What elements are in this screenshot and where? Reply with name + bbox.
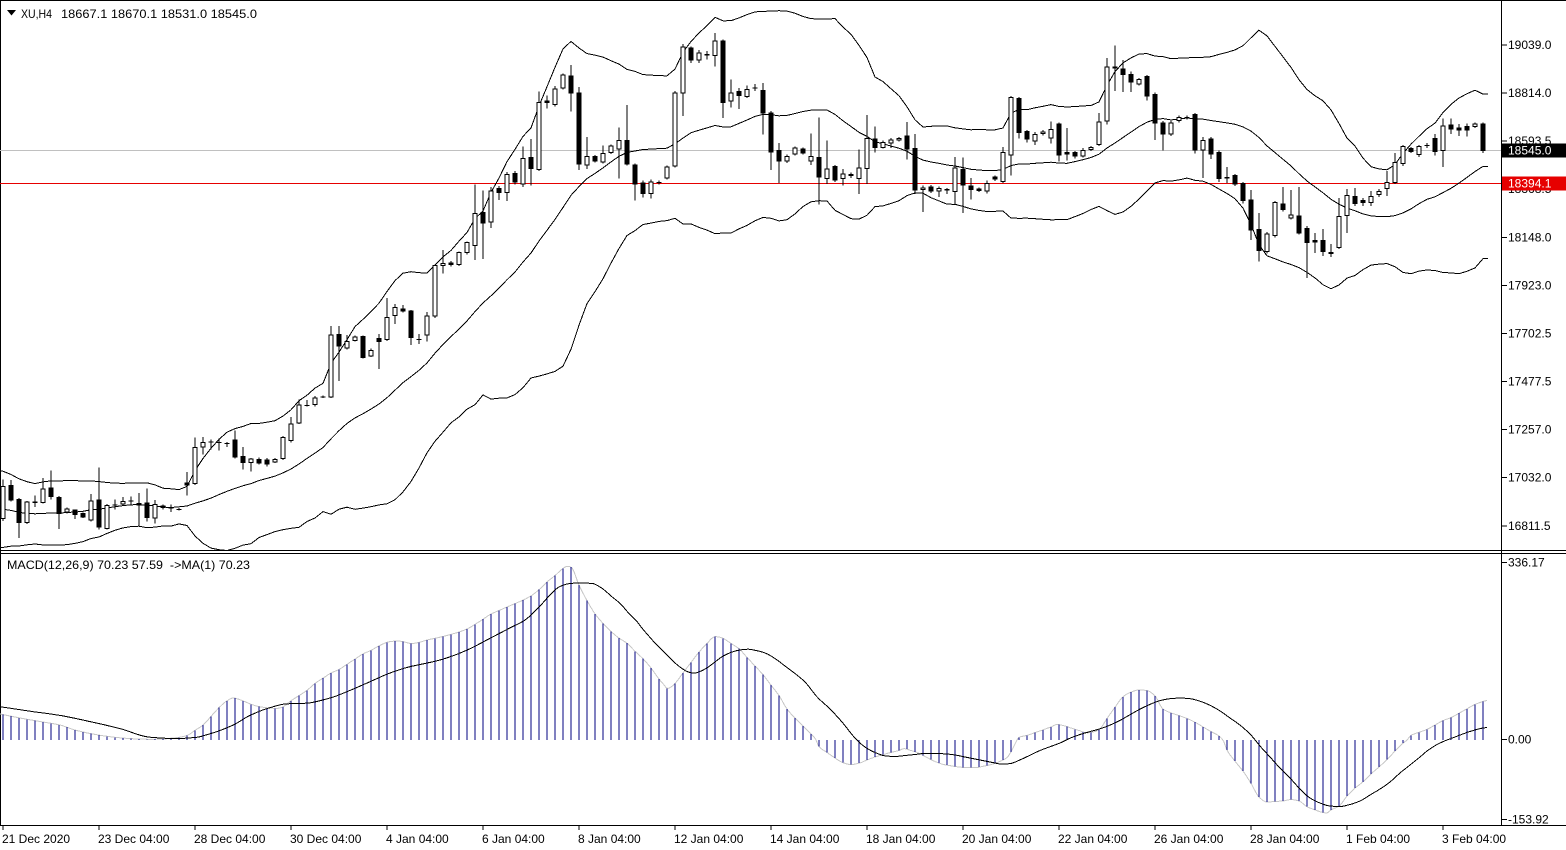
svg-text:14 Jan 04:00: 14 Jan 04:00 [770, 832, 840, 846]
svg-text:8 Jan 04:00: 8 Jan 04:00 [578, 832, 641, 846]
svg-text:3 Feb 04:00: 3 Feb 04:00 [1442, 832, 1506, 846]
svg-text:4 Jan 04:00: 4 Jan 04:00 [386, 832, 449, 846]
svg-text:0.00: 0.00 [1508, 733, 1532, 747]
svg-text:28 Jan 04:00: 28 Jan 04:00 [1250, 832, 1320, 846]
svg-text:19039.0: 19039.0 [1508, 38, 1552, 52]
svg-text:1 Feb 04:00: 1 Feb 04:00 [1346, 832, 1410, 846]
svg-text:20 Jan 04:00: 20 Jan 04:00 [962, 832, 1032, 846]
svg-text:18 Jan 04:00: 18 Jan 04:00 [866, 832, 936, 846]
svg-text:12 Jan 04:00: 12 Jan 04:00 [674, 832, 744, 846]
svg-text:30 Dec 04:00: 30 Dec 04:00 [290, 832, 362, 846]
svg-text:18545.0: 18545.0 [1508, 144, 1552, 158]
svg-text:MACD(12,26,9) 70.23 57.59 ->M: MACD(12,26,9) 70.23 57.59 ->MA(1) 70.23 [7, 558, 250, 572]
svg-text:18814.0: 18814.0 [1508, 86, 1552, 100]
svg-text:26 Jan 04:00: 26 Jan 04:00 [1154, 832, 1224, 846]
svg-text:23 Dec 04:00: 23 Dec 04:00 [98, 832, 170, 846]
svg-text:18667.1 18670.1 18531.0 18545.: 18667.1 18670.1 18531.0 18545.0 [61, 7, 257, 21]
svg-text:22 Jan 04:00: 22 Jan 04:00 [1058, 832, 1128, 846]
svg-text:-153.92: -153.92 [1508, 813, 1549, 827]
svg-text:17032.0: 17032.0 [1508, 471, 1552, 485]
svg-text:17477.5: 17477.5 [1508, 375, 1552, 389]
svg-text:336.17: 336.17 [1508, 556, 1545, 570]
svg-text:18148.0: 18148.0 [1508, 230, 1552, 244]
svg-text:17257.0: 17257.0 [1508, 423, 1552, 437]
svg-text:17923.0: 17923.0 [1508, 278, 1552, 292]
svg-text:21 Dec 2020: 21 Dec 2020 [2, 832, 70, 846]
svg-text:16811.5: 16811.5 [1508, 519, 1551, 533]
svg-text:28 Dec 04:00: 28 Dec 04:00 [194, 832, 266, 846]
svg-text:6 Jan 04:00: 6 Jan 04:00 [482, 832, 545, 846]
svg-text:XU,H4: XU,H4 [21, 7, 52, 21]
svg-text:18394.1: 18394.1 [1508, 177, 1552, 191]
svg-text:17702.5: 17702.5 [1508, 327, 1552, 341]
